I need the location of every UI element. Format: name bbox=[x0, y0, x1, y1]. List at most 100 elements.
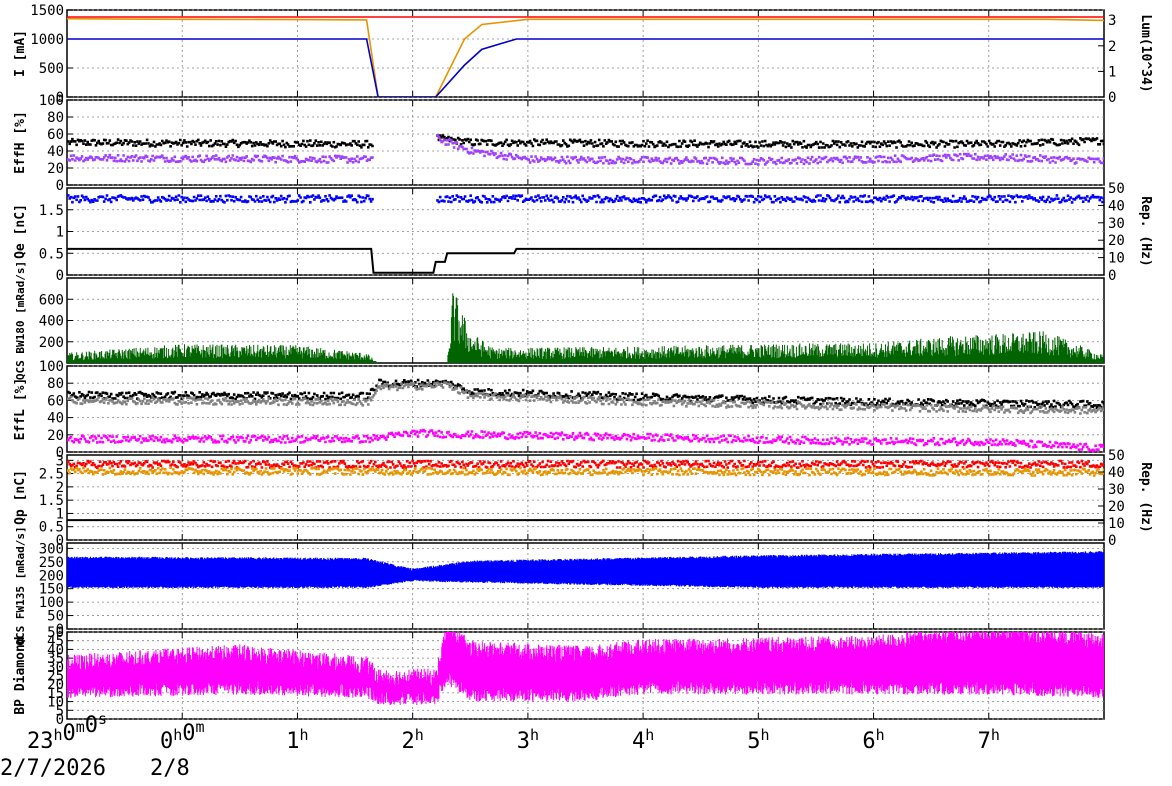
series-group bbox=[67, 459, 1104, 522]
y-tick-label: 1.5 bbox=[39, 203, 64, 219]
date-right: 2/8 bbox=[150, 756, 190, 781]
y-tick-label: 0 bbox=[56, 268, 64, 284]
right-tick-label: 3 bbox=[1108, 13, 1116, 29]
x-tick-label: 4h bbox=[632, 726, 654, 754]
y-axis-label: EffL [%] bbox=[13, 378, 28, 441]
right-tick-label: 40 bbox=[1108, 465, 1125, 481]
series-bars bbox=[67, 293, 1104, 363]
y-axis-label: BP Diamond bbox=[13, 636, 28, 714]
y-tick-label: 40 bbox=[47, 642, 64, 658]
y-tick-label: 200 bbox=[39, 335, 64, 351]
y-tick-label: 50 bbox=[47, 609, 64, 625]
right-axis-label: Rep. (Hz) bbox=[1138, 196, 1153, 266]
series-points bbox=[67, 466, 1104, 477]
y-tick-label: 0.5 bbox=[39, 246, 64, 262]
x-tick-label: 23h0m0s bbox=[27, 710, 107, 754]
series-points bbox=[67, 459, 1104, 469]
y-tick-label: 15 bbox=[47, 686, 64, 702]
y-tick-label: 40 bbox=[47, 411, 64, 427]
y-tick-label: 35 bbox=[47, 651, 64, 667]
series-points bbox=[67, 134, 1104, 149]
y-axis-label: I [mA] bbox=[13, 30, 28, 77]
right-tick-label: 1 bbox=[1108, 64, 1116, 80]
y-tick-label: 500 bbox=[39, 61, 64, 77]
x-tick-label: 2h bbox=[402, 726, 424, 754]
y-tick-label: 0 bbox=[56, 712, 64, 728]
right-tick-label: 2 bbox=[1108, 39, 1116, 55]
y-tick-label: 80 bbox=[47, 376, 64, 392]
series-points bbox=[67, 378, 1104, 410]
series-step bbox=[67, 247, 1104, 274]
right-tick-label: 30 bbox=[1108, 482, 1125, 498]
y-tick-label: 2.5 bbox=[39, 467, 64, 483]
y-tick-label: 100 bbox=[39, 93, 64, 109]
y-tick-label: 1500 bbox=[30, 3, 64, 19]
y-tick-label: 1 bbox=[56, 225, 64, 241]
y-axis-label: Qe [nC] bbox=[13, 204, 28, 259]
series-group bbox=[67, 16, 1104, 97]
date-left: 2/7/2026 bbox=[0, 756, 106, 781]
series-band bbox=[67, 632, 1104, 705]
y-axis-label: QCS FW135 [mRad/s] bbox=[14, 526, 27, 645]
right-tick-label: 30 bbox=[1108, 216, 1125, 232]
y-tick-label: 100 bbox=[39, 359, 64, 375]
series-group bbox=[67, 194, 1104, 274]
y-tick-label: 40 bbox=[47, 144, 64, 160]
series-group bbox=[67, 632, 1104, 705]
right-tick-label: 50 bbox=[1108, 181, 1125, 197]
y-tick-label: 5 bbox=[56, 703, 64, 719]
right-axis-label: Lum(10^34) bbox=[1138, 14, 1153, 92]
right-tick-label: 10 bbox=[1108, 251, 1125, 267]
y-tick-label: 30 bbox=[47, 660, 64, 676]
y-tick-label: 100 bbox=[39, 595, 64, 611]
y-tick-label: 0 bbox=[56, 445, 64, 461]
series-group bbox=[67, 293, 1104, 363]
y-tick-label: 2 bbox=[56, 480, 64, 496]
y-tick-label: 45 bbox=[47, 634, 64, 650]
right-tick-label: 50 bbox=[1108, 448, 1125, 464]
y-tick-label: 60 bbox=[47, 393, 64, 409]
y-tick-label: 3 bbox=[56, 453, 64, 469]
y-tick-label: 80 bbox=[47, 110, 64, 126]
y-tick-label: 200 bbox=[39, 568, 64, 584]
y-tick-label: 0 bbox=[56, 622, 64, 638]
series-group bbox=[67, 378, 1104, 452]
y-tick-label: 1.5 bbox=[39, 493, 64, 509]
series-points bbox=[67, 194, 1104, 204]
series-line bbox=[67, 17, 1104, 97]
y-tick-label: 10 bbox=[47, 695, 64, 711]
panel-qcs_bw180: 200 400 600 QCS BW180 [mRad/s] bbox=[14, 261, 1105, 380]
y-tick-label: 20 bbox=[47, 161, 64, 177]
series-line bbox=[67, 38, 1104, 97]
y-tick-label: 0 bbox=[56, 178, 64, 194]
y-tick-label: 0.5 bbox=[39, 520, 64, 536]
y-tick-label: 0 bbox=[56, 533, 64, 549]
y-tick-label: 20 bbox=[47, 428, 64, 444]
y-tick-label: 1000 bbox=[30, 32, 64, 48]
x-tick-label: 6h bbox=[862, 726, 884, 754]
series-band bbox=[67, 551, 1104, 589]
x-tick-label: 0h0m bbox=[160, 718, 205, 754]
y-tick-label: 0 bbox=[56, 90, 64, 106]
y-tick-label: 250 bbox=[39, 555, 64, 571]
right-tick-label: 0 bbox=[1108, 90, 1116, 106]
series-points bbox=[67, 134, 1104, 166]
y-tick-label: 400 bbox=[39, 314, 64, 330]
series-group bbox=[67, 134, 1104, 166]
x-tick-label: 1h bbox=[286, 726, 308, 754]
panel-frame bbox=[66, 9, 1105, 98]
x-tick-label: 7h bbox=[978, 726, 1000, 754]
right-tick-label: 20 bbox=[1108, 499, 1125, 515]
series-points bbox=[67, 428, 1104, 452]
y-tick-label: 150 bbox=[39, 582, 64, 598]
series-group bbox=[67, 551, 1104, 589]
y-tick-label: 1 bbox=[56, 506, 64, 522]
